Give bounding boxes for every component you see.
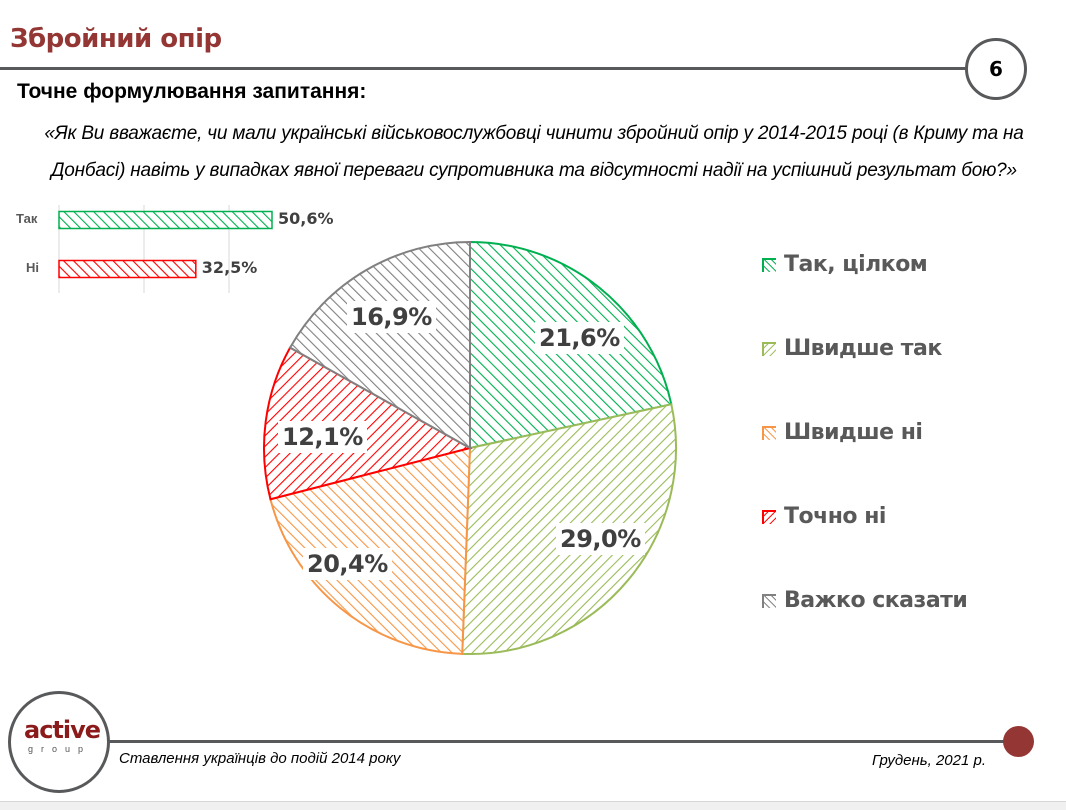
pie-slice-label: 16,9% — [347, 301, 436, 333]
bar-value-label: 50,6% — [278, 209, 334, 228]
logo-subtext: group — [28, 744, 92, 754]
legend-swatch-icon — [762, 257, 776, 272]
legend-item: Так, цілком — [762, 252, 928, 277]
pie-slice-label: 29,0% — [556, 523, 645, 555]
bar-0 — [58, 210, 273, 230]
legend-label: Точно ні — [784, 504, 886, 529]
header-divider — [0, 67, 975, 70]
pie-slice-label: 12,1% — [278, 421, 367, 453]
legend-item: Швидше так — [762, 336, 942, 361]
bottom-band — [0, 801, 1066, 810]
question-text: «Як Ви вважаєте, чи мали українські війс… — [44, 123, 1024, 181]
legend-label: Швидше так — [784, 336, 942, 361]
bar-category-label: Ні — [26, 260, 39, 275]
legend-label: Важко сказати — [784, 588, 968, 613]
bar-value-label: 32,5% — [201, 258, 258, 277]
footer-subtitle: Ставлення українців до подій 2014 року — [119, 750, 401, 767]
pie-chart — [263, 240, 677, 655]
page-title: Збройний опір — [10, 24, 222, 54]
page-number: 6 — [989, 57, 1003, 81]
bar-chart-bars — [58, 210, 273, 279]
bar-1 — [58, 259, 197, 279]
footer-divider — [108, 740, 1018, 743]
question-label: Точне формулювання запитання: — [17, 80, 367, 103]
legend-swatch-icon — [762, 593, 776, 608]
pie-slice-label: 21,6% — [535, 322, 624, 354]
logo-text: active — [24, 716, 101, 744]
legend-swatch-icon — [762, 425, 776, 440]
footer-accent-dot — [1003, 726, 1034, 757]
footer-date: Грудень, 2021 р. — [872, 752, 987, 769]
bar-category-label: Так — [16, 211, 38, 226]
legend-label: Швидше ні — [784, 420, 923, 445]
legend-swatch-icon — [762, 341, 776, 356]
pie-slice-label: 20,4% — [303, 548, 392, 580]
legend-label: Так, цілком — [784, 252, 928, 277]
legend-item: Швидше ні — [762, 420, 923, 445]
legend-item: Точно ні — [762, 504, 886, 529]
pie-slice-4 — [288, 240, 471, 450]
page-number-badge: 6 — [965, 38, 1027, 100]
legend-item: Важко сказати — [762, 588, 968, 613]
pie-slice-3 — [263, 346, 473, 501]
legend-swatch-icon — [762, 509, 776, 524]
